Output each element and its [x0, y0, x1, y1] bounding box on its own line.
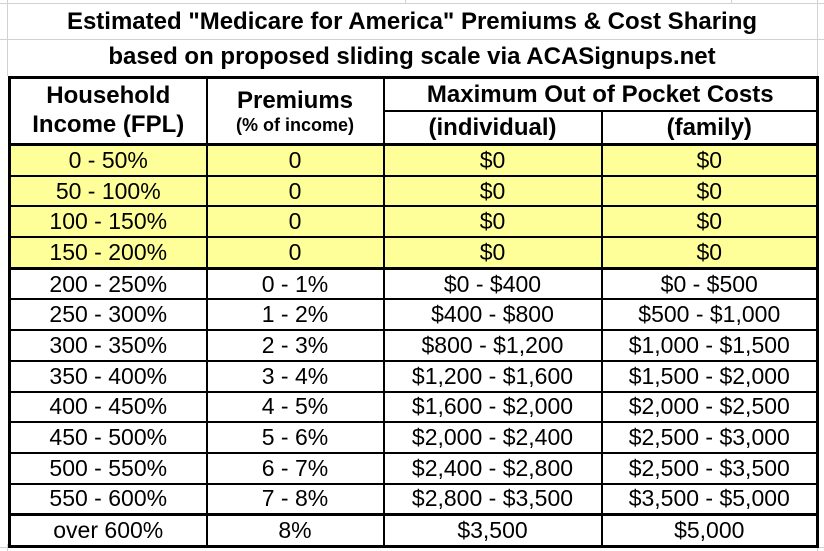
cell-moop-family: $500 - $1,000 [600, 298, 819, 332]
gridline [731, 0, 732, 4]
table-row: over 600% 8% $3,500 $5,000 [8, 513, 819, 548]
cell-moop-individual: $2,000 - $2,400 [382, 421, 603, 454]
table-row: 450 - 500% 5 - 6% $2,000 - $2,400 $2,500… [8, 421, 819, 454]
cell-premium: 2 - 3% [205, 329, 385, 362]
cell-moop-family: $0 [600, 143, 819, 177]
cell-income: 350 - 400% [8, 359, 208, 393]
cell-moop-individual: $800 - $1,200 [382, 329, 603, 362]
header-premiums-line2: (% of income) [235, 114, 354, 135]
table-row: 350 - 400% 3 - 4% $1,200 - $1,600 $1,500… [8, 359, 819, 393]
table-row: 150 - 200% 0 $0 $0 [8, 236, 819, 270]
header-household-income: Household Income (FPL) [8, 76, 208, 146]
table-row: 0 - 50% 0 $0 $0 [8, 143, 819, 177]
cell-premium: 0 [205, 236, 385, 270]
table-row: 400 - 450% 4 - 5% $1,600 - $2,000 $2,000… [8, 390, 819, 424]
table-row: 100 - 150% 0 $0 $0 [8, 205, 819, 239]
gridline [7, 0, 8, 76]
header-premiums: Premiums (% of income) [205, 76, 385, 146]
cell-premium: 0 [205, 174, 385, 208]
cell-moop-family: $2,500 - $3,500 [600, 451, 819, 485]
cell-premium: 5 - 6% [205, 421, 385, 454]
cell-moop-individual: $0 [382, 236, 603, 270]
cell-income: 500 - 550% [8, 451, 208, 485]
cell-moop-individual: $0 - $400 [382, 267, 603, 301]
cell-premium: 0 - 1% [205, 267, 385, 301]
cell-moop-family: $2,000 - $2,500 [600, 390, 819, 424]
cell-moop-individual: $1,600 - $2,000 [382, 390, 603, 424]
cell-income: 150 - 200% [8, 236, 208, 270]
cell-moop-family: $1,500 - $2,000 [600, 359, 819, 393]
cell-income: 250 - 300% [8, 298, 208, 332]
cell-moop-family: $1,000 - $1,500 [600, 329, 819, 362]
cell-moop-family: $5,000 [600, 513, 819, 548]
cell-income: 450 - 500% [8, 421, 208, 454]
cell-income: 300 - 350% [8, 329, 208, 362]
cell-premium: 1 - 2% [205, 298, 385, 332]
cell-income: 0 - 50% [8, 143, 208, 177]
cell-premium: 7 - 8% [205, 482, 385, 516]
cell-premium: 3 - 4% [205, 359, 385, 393]
cell-moop-family: $0 [600, 236, 819, 270]
cell-moop-individual: $0 [382, 205, 603, 239]
cell-moop-family: $3,500 - $5,000 [600, 482, 819, 516]
cell-moop-family: $0 - $500 [600, 267, 819, 301]
table-row: 50 - 100% 0 $0 $0 [8, 174, 819, 208]
cell-moop-individual: $3,500 [382, 513, 603, 548]
cell-moop-individual: $2,800 - $3,500 [382, 482, 603, 516]
cell-moop-family: $0 [600, 174, 819, 208]
table-row: 500 - 550% 6 - 7% $2,400 - $2,800 $2,500… [8, 451, 819, 485]
table-row: 200 - 250% 0 - 1% $0 - $400 $0 - $500 [8, 267, 819, 301]
table-row: 550 - 600% 7 - 8% $2,800 - $3,500 $3,500… [8, 482, 819, 516]
cell-moop-family: $2,500 - $3,000 [600, 421, 819, 454]
header-income-line2: Income (FPL) [32, 111, 185, 138]
gridline [0, 39, 824, 40]
cell-premium: 0 [205, 205, 385, 239]
header-premiums-line1: Premiums [236, 86, 354, 114]
title-line-2: based on proposed sliding scale via ACAS… [108, 43, 716, 70]
header-individual: (individual) [382, 110, 603, 146]
gridline [7, 544, 8, 551]
header-max-out-of-pocket: Maximum Out of Pocket Costs [382, 76, 819, 112]
cell-income: 400 - 450% [8, 390, 208, 424]
cell-income: 100 - 150% [8, 205, 208, 239]
cell-moop-individual: $1,200 - $1,600 [382, 359, 603, 393]
gridline [405, 0, 406, 4]
title-line-1: Estimated "Medicare for America" Premium… [66, 8, 758, 35]
cell-premium: 0 [205, 143, 385, 177]
cell-moop-individual: $0 [382, 174, 603, 208]
cell-premium: 8% [205, 513, 385, 548]
header-income-line1: Household [46, 82, 171, 110]
cell-income: 550 - 600% [8, 482, 208, 516]
cell-moop-individual: $2,400 - $2,800 [382, 451, 603, 485]
cell-income: over 600% [8, 513, 208, 548]
cell-moop-family: $0 [600, 205, 819, 239]
premiums-cost-sharing-table: Household Income (FPL) Premiums (% of in… [8, 76, 820, 548]
cell-income: 200 - 250% [8, 267, 208, 301]
gridline [817, 0, 818, 76]
cell-income: 50 - 100% [8, 174, 208, 208]
gridline [0, 3, 824, 4]
header-family: (family) [600, 110, 819, 146]
cell-moop-individual: $400 - $800 [382, 298, 603, 332]
cell-moop-individual: $0 [382, 143, 603, 177]
table-row: 250 - 300% 1 - 2% $400 - $800 $500 - $1,… [8, 298, 819, 332]
table-row: 300 - 350% 2 - 3% $800 - $1,200 $1,000 -… [8, 329, 819, 362]
chart-title: Estimated "Medicare for America" Premium… [0, 4, 824, 74]
cell-premium: 6 - 7% [205, 451, 385, 485]
cell-premium: 4 - 5% [205, 390, 385, 424]
